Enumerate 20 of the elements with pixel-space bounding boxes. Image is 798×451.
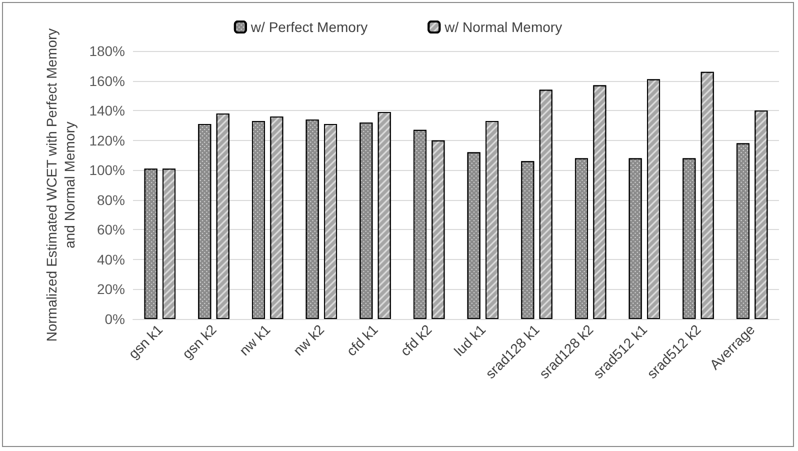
y-tick-label: 20% (96, 281, 125, 298)
legend-label: w/ Perfect Memory (250, 19, 368, 35)
x-tick-label: nw k2 (290, 321, 328, 358)
y-tick-label: 120% (89, 132, 125, 148)
y-tick-label: 80% (96, 192, 125, 208)
y-tick-label: 100% (89, 162, 125, 178)
x-tick-label: nw k1 (236, 321, 274, 358)
y-tick-label: 40% (96, 251, 125, 268)
y-tick-label: 140% (89, 102, 125, 119)
x-tick-label: cfd k1 (343, 321, 382, 360)
x-tick-label: gsn k2 (178, 321, 220, 362)
legend-label: w/ Normal Memory (444, 19, 562, 35)
x-tick-label: cfd k2 (397, 321, 435, 360)
y-axis-title: Normalized Estimated WCET with Perfect Memory and Normal Memory (43, 28, 78, 342)
x-tick-label: gsn k1 (125, 321, 166, 362)
x-tick-label: lud k1 (450, 321, 489, 360)
y-tick-label: 180% (89, 43, 125, 59)
y-tick-label: 60% (96, 222, 125, 238)
y-tick-label: 0% (104, 311, 125, 327)
y-tick-label: 160% (89, 72, 125, 89)
